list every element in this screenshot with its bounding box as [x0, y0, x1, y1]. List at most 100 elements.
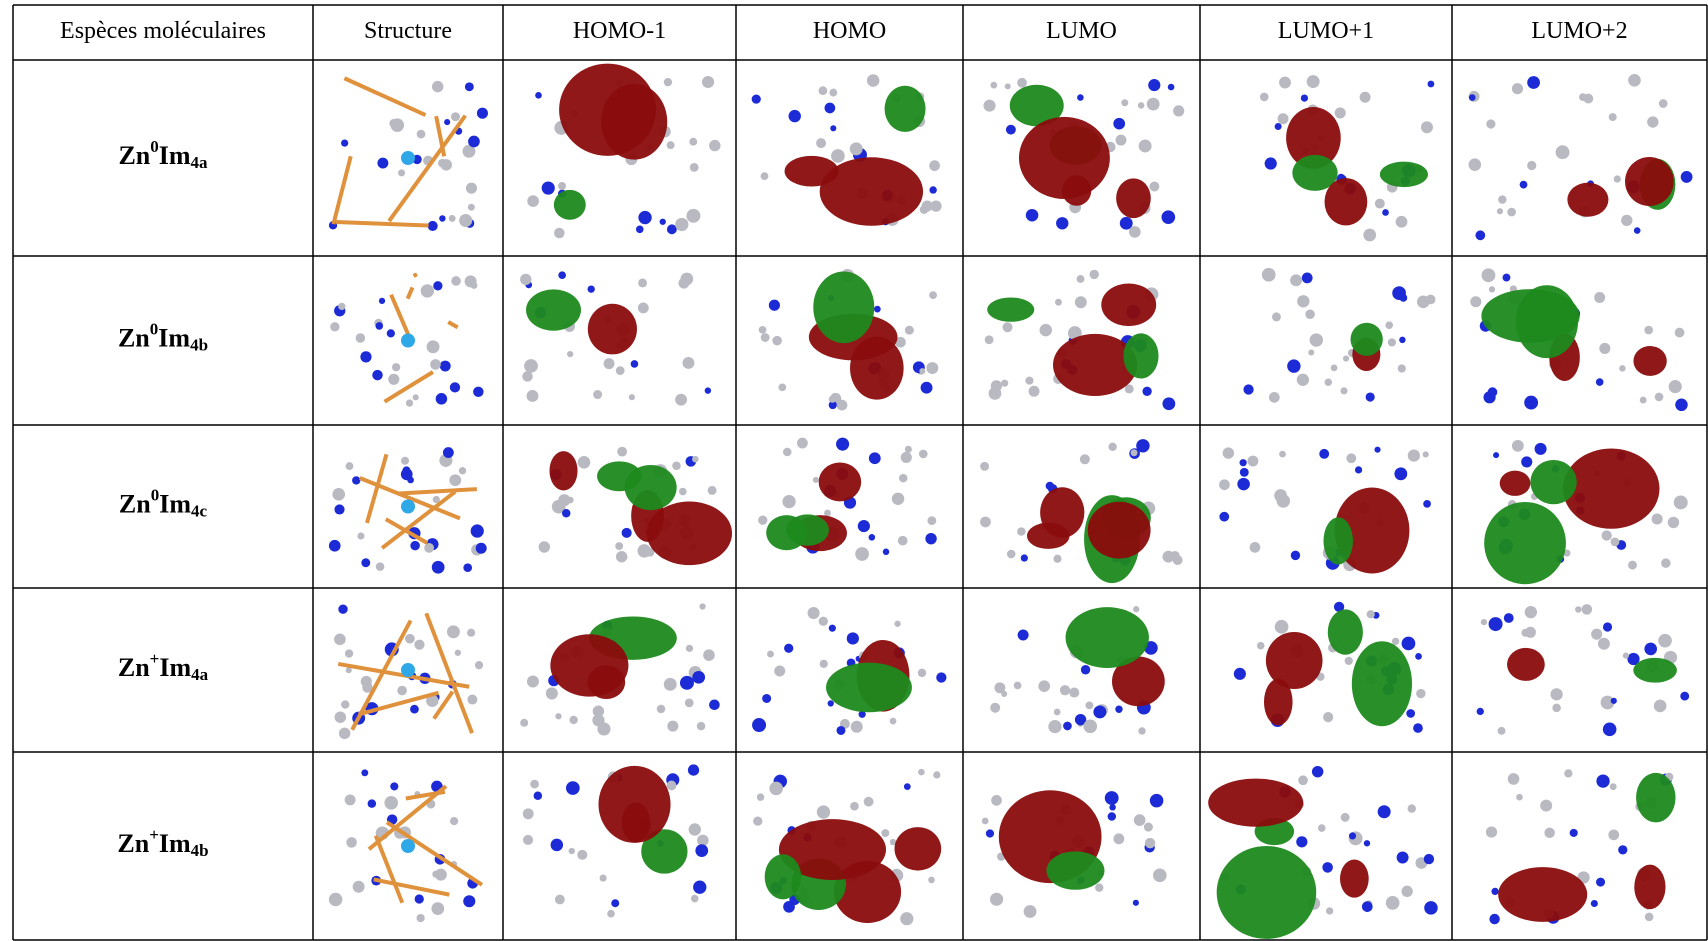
atom [1237, 477, 1250, 491]
atom [1311, 765, 1324, 778]
atom [679, 487, 687, 496]
atom [784, 643, 794, 653]
atom [1619, 365, 1626, 372]
atom [1399, 294, 1408, 302]
orbital-lobe [1216, 846, 1317, 939]
column-header: Structure [364, 18, 452, 44]
atom [345, 462, 354, 471]
bond [412, 272, 418, 278]
atom [882, 548, 890, 556]
orbital-lobe [884, 85, 926, 132]
atom [1502, 273, 1511, 282]
zinc-atom [401, 839, 415, 853]
bond [398, 487, 477, 496]
atom [702, 75, 715, 89]
column-header: HOMO-1 [573, 18, 666, 44]
atom [904, 325, 914, 335]
atom [690, 894, 699, 903]
atom [615, 551, 628, 563]
atom [467, 203, 475, 211]
orbital-lobe [1351, 641, 1413, 727]
atom [1108, 442, 1117, 452]
atom [361, 558, 371, 568]
atom [372, 369, 383, 381]
atom [1627, 652, 1640, 666]
atom [1525, 399, 1534, 408]
atom [1348, 832, 1357, 840]
atom [1059, 685, 1071, 696]
atom [984, 335, 994, 345]
atom [828, 624, 836, 632]
atom [352, 880, 365, 893]
atom [816, 138, 827, 149]
bond [358, 690, 440, 717]
species-sup: + [149, 825, 159, 844]
atom [328, 892, 343, 907]
atom [410, 704, 419, 714]
atom [918, 449, 928, 459]
atom [360, 675, 372, 688]
atom [1498, 195, 1507, 204]
atom [688, 823, 701, 836]
atom [980, 516, 991, 528]
atom [1680, 691, 1690, 701]
orbital-lobe [1009, 84, 1064, 127]
atom [836, 399, 848, 411]
species-sup: + [150, 649, 160, 668]
atom [1287, 359, 1301, 373]
atom [1017, 629, 1029, 641]
atom [332, 487, 346, 501]
atom [667, 720, 679, 732]
atom [470, 524, 484, 538]
atom [1309, 333, 1323, 347]
molecule-image [330, 272, 484, 407]
atom [431, 902, 445, 916]
atom [475, 542, 487, 554]
molecule-image [1208, 765, 1438, 939]
atom [1493, 452, 1500, 459]
atom [386, 329, 395, 338]
atom [1045, 481, 1054, 491]
atom [341, 700, 350, 709]
orbital-lobe [1567, 182, 1609, 217]
atom [782, 494, 796, 509]
atom [599, 874, 607, 882]
atom [1085, 701, 1094, 710]
atom [1470, 296, 1482, 308]
atom [1653, 699, 1667, 713]
atom [1319, 448, 1330, 459]
atom [863, 796, 874, 807]
orbital-lobe [813, 271, 875, 344]
atom [1423, 853, 1435, 865]
orbital-lobe [526, 289, 581, 331]
orbital-lobe [1334, 487, 1410, 574]
orbital-lobe [850, 336, 904, 400]
atom [874, 305, 881, 313]
atom [1407, 804, 1416, 813]
species-sup: 0 [150, 319, 159, 338]
atom [675, 393, 688, 406]
atom [1613, 175, 1621, 183]
species-mid: Im [159, 653, 191, 682]
atom [1053, 708, 1061, 716]
atom [983, 99, 996, 112]
atom [1296, 373, 1310, 386]
atom [367, 799, 377, 808]
atom [1534, 442, 1547, 455]
molecule-image [520, 271, 712, 406]
atom [345, 667, 352, 674]
atom [352, 476, 361, 485]
atom [919, 205, 929, 214]
bond [384, 517, 429, 545]
atom [474, 661, 484, 670]
atom [344, 794, 356, 806]
atom [1395, 215, 1408, 228]
atom [555, 713, 562, 720]
atom [1485, 826, 1498, 838]
atom [1001, 690, 1008, 697]
orbital-lobe [549, 451, 578, 491]
atom [524, 359, 538, 373]
atom [328, 539, 341, 552]
atom [933, 771, 941, 779]
species-mid: Im [159, 829, 191, 858]
